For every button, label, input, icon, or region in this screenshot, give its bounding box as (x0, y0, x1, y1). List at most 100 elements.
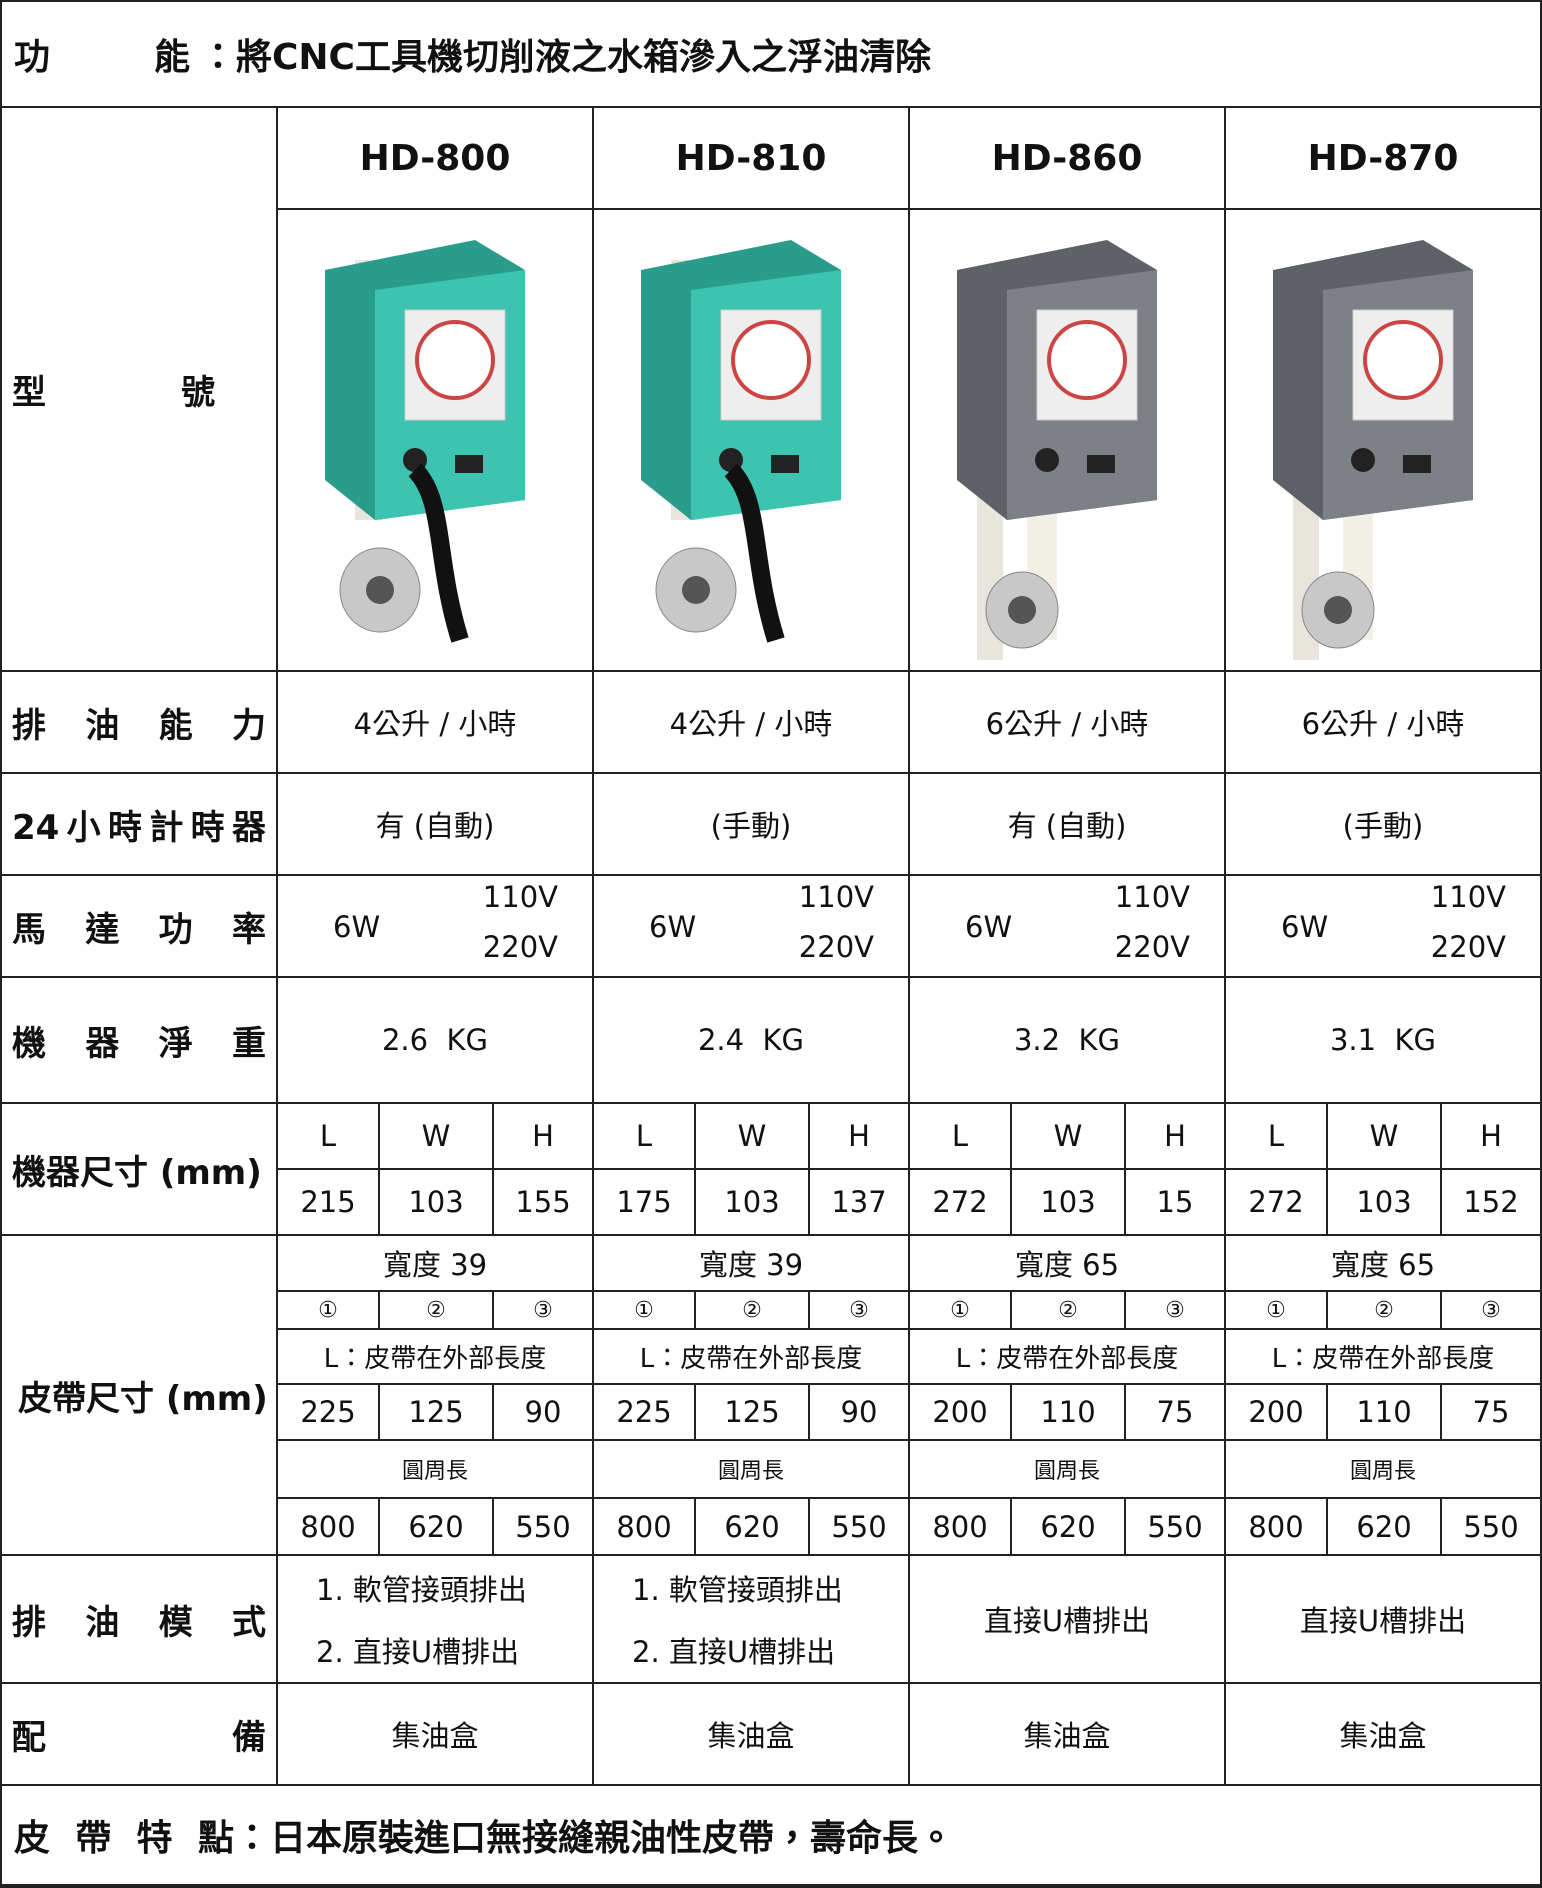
header: 功能 ：將CNC工具機切削液之水箱滲入之浮油清除 (2, 2, 1540, 106)
dim-label: W (1012, 1104, 1124, 1168)
belt-marker: ③ (1442, 1292, 1540, 1328)
dim-value: 137 (810, 1170, 908, 1234)
belt-width: 寬度 39 (278, 1236, 592, 1290)
dim-label: W (380, 1104, 492, 1168)
row-label-text: 配備 (12, 1717, 266, 1758)
belt-circumference: 550 (1126, 1499, 1224, 1554)
row-label-text: 24小時計時器 (12, 807, 266, 848)
row-label: 排油能力 (2, 672, 276, 772)
dim-value: 103 (1328, 1170, 1440, 1234)
power-voltage: 110V (1114, 880, 1190, 914)
weight: 3.1 KG (1226, 978, 1540, 1102)
capacity: 6公升 / 小時 (910, 672, 1224, 772)
dim-value: 103 (380, 1170, 492, 1234)
belt-circumference: 550 (1442, 1499, 1540, 1554)
weight: 2.6 KG (278, 978, 592, 1102)
power: 6W 110V 220V (594, 876, 908, 976)
dim-value: 103 (1012, 1170, 1124, 1234)
belt-circumference: 800 (1226, 1499, 1326, 1554)
drain-mode-item: 2. 直接U槽排出 (632, 1635, 836, 1669)
equipment: 集油盒 (594, 1684, 908, 1784)
footer: 皮帶特點 ：日本原裝進口無接縫親油性皮帶，壽命長。 (2, 1786, 1540, 1884)
belt-circumference: 550 (810, 1499, 908, 1554)
product-image (278, 210, 592, 670)
power: 6W 110V 220V (1226, 876, 1540, 976)
product-image (594, 210, 908, 670)
belt-length: 200 (1226, 1385, 1326, 1439)
dim-value: 103 (696, 1170, 808, 1234)
belt-length: 225 (594, 1385, 694, 1439)
belt-width: 寬度 65 (910, 1236, 1224, 1290)
weight: 2.4 KG (594, 978, 908, 1102)
belt-circ-label: 圓周長 (278, 1441, 592, 1497)
model-name: HD-860 (910, 108, 1224, 208)
model-name: HD-800 (278, 108, 592, 208)
power-voltage: 110V (482, 880, 558, 914)
drain-mode: 1. 軟管接頭排出 2. 直接U槽排出 (594, 1556, 908, 1682)
dim-label: H (810, 1104, 908, 1168)
belt-circumference: 800 (594, 1499, 694, 1554)
belt-length: 75 (1442, 1385, 1540, 1439)
belt-length-label: L：皮帶在外部長度 (1226, 1330, 1540, 1383)
equipment: 集油盒 (1226, 1684, 1540, 1784)
belt-marker: ② (1328, 1292, 1440, 1328)
equipment: 集油盒 (910, 1684, 1224, 1784)
belt-marker: ③ (810, 1292, 908, 1328)
power-voltage: 220V (1430, 930, 1506, 964)
belt-length: 200 (910, 1385, 1010, 1439)
belt-marker: ① (910, 1292, 1010, 1328)
footer-label: 皮帶特點 (14, 1818, 234, 1859)
capacity: 4公升 / 小時 (278, 672, 592, 772)
belt-marker: ③ (494, 1292, 592, 1328)
belt-circ-label: 圓周長 (594, 1441, 908, 1497)
drain-mode-item: 2. 直接U槽排出 (316, 1635, 520, 1669)
drain-mode-item: 1. 軟管接頭排出 (316, 1573, 527, 1607)
row-label-text: 機器淨重 (12, 1023, 266, 1064)
power-watt: 6W (333, 910, 381, 944)
belt-circumference: 620 (380, 1499, 492, 1554)
belt-length: 90 (494, 1385, 592, 1439)
dim-label: H (1442, 1104, 1540, 1168)
footer-text: ：日本原裝進口無接縫親油性皮帶，壽命長。 (234, 1818, 955, 1859)
dim-value: 215 (278, 1170, 378, 1234)
row-label: 皮帶尺寸 (mm) (2, 1236, 276, 1554)
power-voltage: 110V (1430, 880, 1506, 914)
row-label: 配備 (2, 1684, 276, 1784)
belt-circumference: 620 (696, 1499, 808, 1554)
capacity: 6公升 / 小時 (1226, 672, 1540, 772)
belt-marker: ② (696, 1292, 808, 1328)
dim-label: W (1328, 1104, 1440, 1168)
timer: (手動) (1226, 774, 1540, 874)
power-watt: 6W (965, 910, 1013, 944)
belt-circumference: 800 (278, 1499, 378, 1554)
drain-mode: 直接U槽排出 (1226, 1556, 1540, 1682)
drain-mode: 直接U槽排出 (910, 1556, 1224, 1682)
row-label: 機器尺寸 (mm) (2, 1104, 276, 1234)
equipment: 集油盒 (278, 1684, 592, 1784)
belt-marker: ③ (1126, 1292, 1224, 1328)
model-name: HD-870 (1226, 108, 1540, 208)
power-voltage: 220V (1114, 930, 1190, 964)
belt-marker: ① (1226, 1292, 1326, 1328)
drain-mode-item: 直接U槽排出 (983, 1604, 1151, 1638)
row-label-text: 排油能力 (12, 705, 266, 746)
belt-marker: ② (1012, 1292, 1124, 1328)
product-image (1226, 210, 1540, 670)
row-label: 排油模式 (2, 1556, 276, 1682)
belt-length: 90 (810, 1385, 908, 1439)
belt-marker: ① (278, 1292, 378, 1328)
belt-circumference: 550 (494, 1499, 592, 1554)
row-label-text: 排油模式 (12, 1602, 266, 1643)
power-watt: 6W (649, 910, 697, 944)
product-photo (325, 240, 525, 643)
belt-length-label: L：皮帶在外部長度 (278, 1330, 592, 1383)
power: 6W 110V 220V (910, 876, 1224, 976)
belt-circumference: 800 (910, 1499, 1010, 1554)
belt-length: 75 (1126, 1385, 1224, 1439)
timer: 有 (自動) (278, 774, 592, 874)
product-photo (957, 240, 1157, 660)
belt-circumference: 620 (1328, 1499, 1440, 1554)
drain-mode: 1. 軟管接頭排出 2. 直接U槽排出 (278, 1556, 592, 1682)
row-label: 馬達功率 (2, 876, 276, 976)
